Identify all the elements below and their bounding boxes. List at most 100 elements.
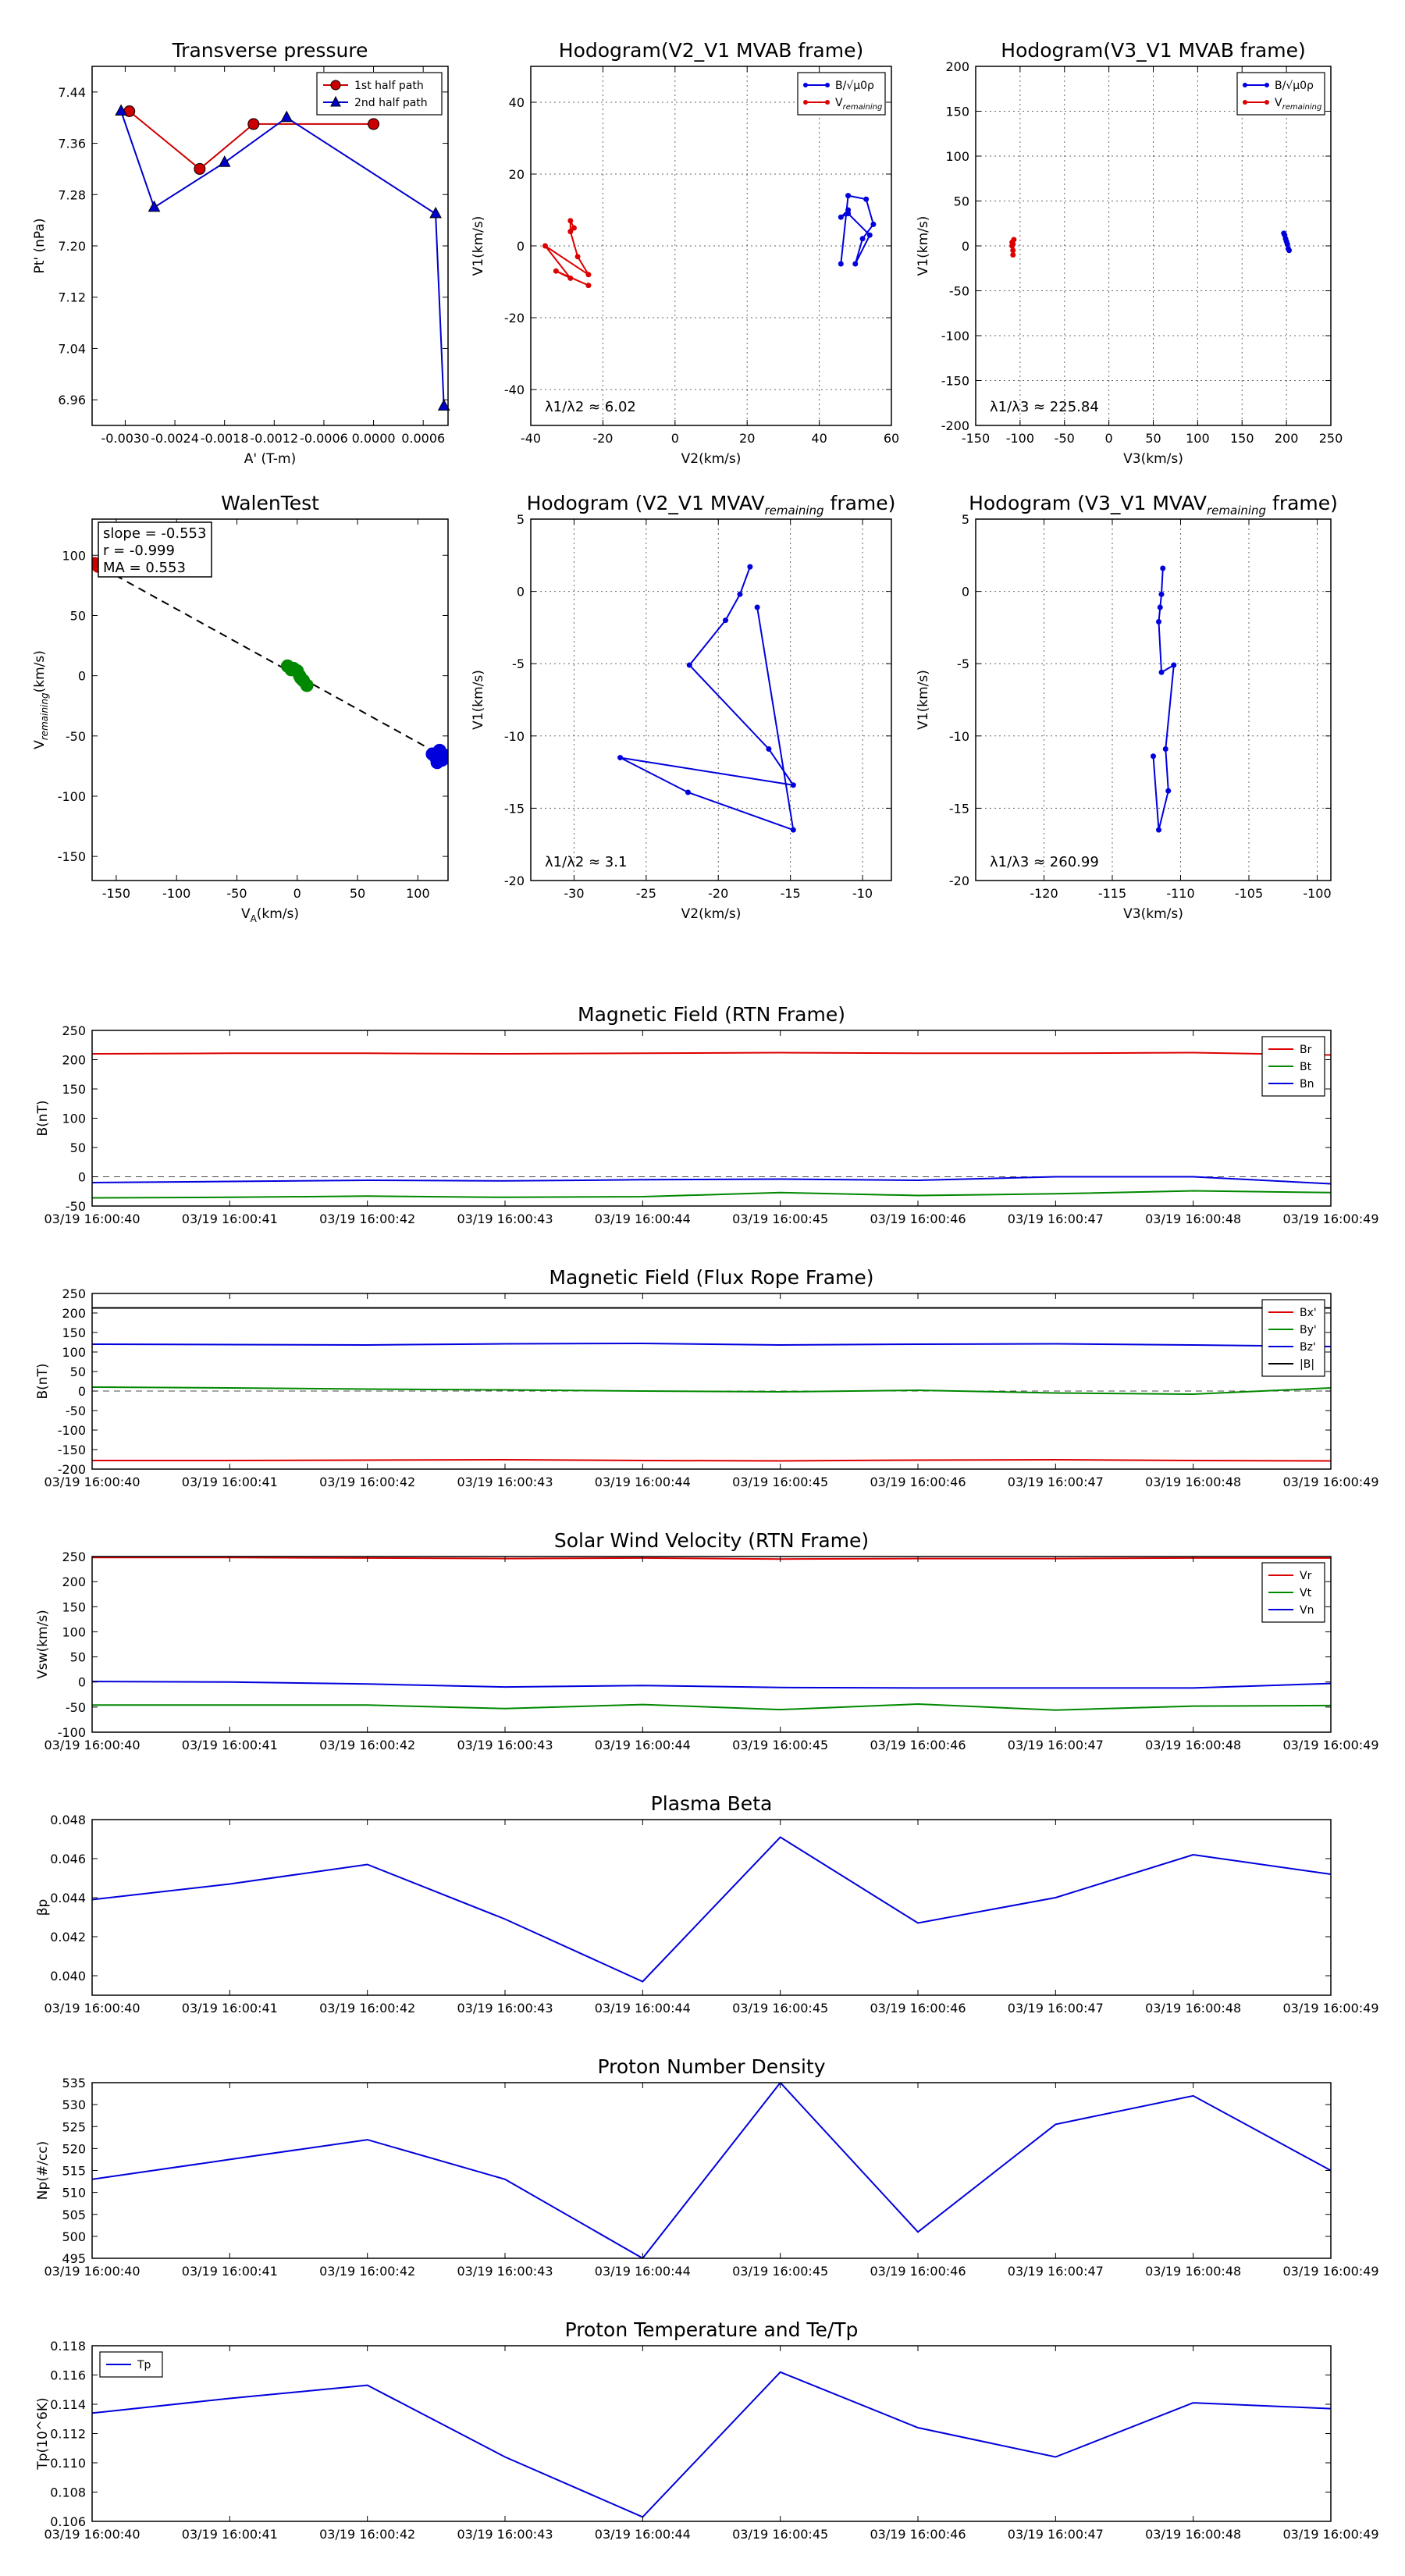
y-tick-label: -10: [504, 729, 525, 744]
data-point: [1158, 591, 1165, 597]
x-tick-label: 03/19 16:00:43: [457, 2527, 553, 2542]
chart-title: Plasma Beta: [651, 1792, 773, 1815]
series-line-Br: [92, 1051, 1331, 1056]
x-tick-label: 03/19 16:00:48: [1145, 2264, 1241, 2279]
legend-marker: [803, 83, 808, 87]
y-tick-label: 520: [62, 2141, 86, 2156]
y-tick-label: 5: [517, 512, 525, 527]
series-line-Bx': [92, 1458, 1331, 1462]
annotation-line: slope = -0.553: [103, 525, 206, 542]
chart-vsw: Solar Wind Velocity (RTN Frame) 03/19 16:…: [35, 1529, 1379, 1752]
chart-title: WalenTest: [221, 492, 319, 514]
data-point: [247, 118, 260, 130]
plot-frame: [91, 66, 449, 426]
y-axis-label: Tp(10^6K): [35, 2397, 51, 2470]
chart-h31: Hodogram(V3_V1 MVAB frame) -150 -100 -50 0 50…: [916, 39, 1343, 467]
chart-title: Magnetic Field (Flux Rope Frame): [549, 1266, 873, 1289]
legend-label: B/√μ0ρ: [1275, 80, 1314, 92]
legend-label: 1st half path: [354, 80, 424, 92]
series-line-Bn: [92, 1176, 1331, 1185]
x-tick-label: 03/19 16:00:42: [319, 2001, 415, 2016]
x-tick-label: -115: [1098, 886, 1126, 901]
x-tick-label: 03/19 16:00:45: [732, 2527, 828, 2542]
chart-title: Hodogram(V2_V1 MVAB frame): [559, 39, 863, 62]
legend-marker: [1243, 100, 1247, 105]
y-tick-label: -100: [941, 329, 969, 343]
y-axis-label: V1(km/s): [471, 216, 486, 276]
y-tick-label: -200: [941, 418, 969, 433]
data-point: [115, 104, 127, 116]
data-point: [686, 662, 692, 668]
y-tick-label: -50: [66, 1700, 86, 1715]
legend-label: Bx': [1300, 1307, 1317, 1319]
x-tick-label: 03/19 16:00:49: [1282, 1738, 1378, 1752]
data-point: [838, 214, 844, 220]
y-tick-label: 530: [62, 2097, 86, 2112]
series-line-Bz': [92, 1342, 1331, 1347]
x-tick-label: -100: [162, 886, 190, 901]
data-point: [567, 218, 574, 224]
data-point: [1162, 745, 1168, 752]
y-tick-label: 495: [62, 2251, 86, 2266]
x-tick-label: 03/19 16:00:41: [182, 2264, 278, 2279]
x-tick-label: -40: [521, 431, 541, 446]
x-tick-label: 03/19 16:00:44: [595, 1212, 691, 1226]
y-tick-label: -150: [58, 849, 86, 864]
plot-area: [92, 1557, 1331, 1711]
y-tick-label: 100: [62, 548, 86, 563]
legend-label: B/√μ0ρ: [835, 80, 874, 92]
legend-label: Bt: [1300, 1061, 1312, 1073]
x-tick-label: 0.0000: [352, 431, 396, 446]
data-point: [194, 162, 206, 175]
y-axis-label: B(nT): [35, 1100, 51, 1136]
x-tick-label: 03/19 16:00:45: [732, 1738, 828, 1752]
data-point: [585, 272, 592, 278]
y-tick-label: 0.042: [50, 1930, 86, 1944]
y-tick-label: 250: [62, 1023, 86, 1038]
x-tick-label: 03/19 16:00:44: [595, 1475, 691, 1489]
annotation-box: [98, 521, 212, 578]
y-tick-label: 6.96: [58, 393, 86, 407]
y-tick-label: 0.116: [50, 2368, 86, 2383]
legend: Vr Vt Vn: [1261, 1562, 1325, 1623]
x-tick-label: 03/19 16:00:49: [1282, 1475, 1378, 1489]
legend-marker: [1264, 100, 1269, 105]
legend: Bx' By' Bz' |B|: [1261, 1299, 1325, 1377]
x-tick-label: 0: [1105, 431, 1113, 446]
y-tick-label: -40: [504, 382, 525, 397]
x-tick-label: 03/19 16:00:48: [1145, 2527, 1241, 2542]
x-tick-label: 03/19 16:00:42: [319, 2264, 415, 2279]
x-tick-label: 03/19 16:00:48: [1145, 1738, 1241, 1752]
legend-box: [316, 72, 443, 116]
x-tick-label: -0.0024: [151, 431, 199, 446]
legend-marker: [330, 80, 341, 91]
chart-title: Hodogram (V3_V1 MVAVremaining frame): [969, 492, 1338, 518]
x-tick-label: -0.0006: [300, 431, 348, 446]
x-tick-label: 03/19 16:00:49: [1282, 2001, 1378, 2016]
plot-frame: [91, 2345, 1332, 2522]
x-tick-label: 03/19 16:00:41: [182, 1212, 278, 1226]
y-tick-label: -100: [58, 1423, 86, 1438]
x-tick-label: 60: [884, 431, 899, 446]
legend-label: Tp: [137, 2359, 151, 2371]
x-tick-label: 250: [1319, 431, 1343, 446]
y-tick-label: -20: [504, 873, 525, 888]
x-tick-label: 03/19 16:00:47: [1008, 1475, 1104, 1489]
data-point: [567, 229, 574, 235]
data-point: [747, 564, 753, 570]
x-tick-label: 03/19 16:00:44: [595, 1738, 691, 1752]
x-tick-label: 03/19 16:00:40: [44, 1738, 140, 1752]
x-tick-label: -0.0018: [201, 431, 249, 446]
x-tick-label: 03/19 16:00:47: [1008, 2001, 1104, 2016]
legend-label: 2nd half path: [354, 97, 428, 109]
y-tick-label: 20: [509, 167, 525, 182]
series-line-1st half path: [129, 110, 374, 170]
x-tick-label: -50: [226, 886, 247, 901]
data-point: [754, 604, 760, 610]
data-point: [1157, 604, 1163, 610]
x-tick-label: 03/19 16:00:41: [182, 1738, 278, 1752]
legend-marker: [1264, 83, 1269, 87]
data-point: [148, 200, 161, 212]
y-tick-label: 0: [78, 1384, 86, 1399]
